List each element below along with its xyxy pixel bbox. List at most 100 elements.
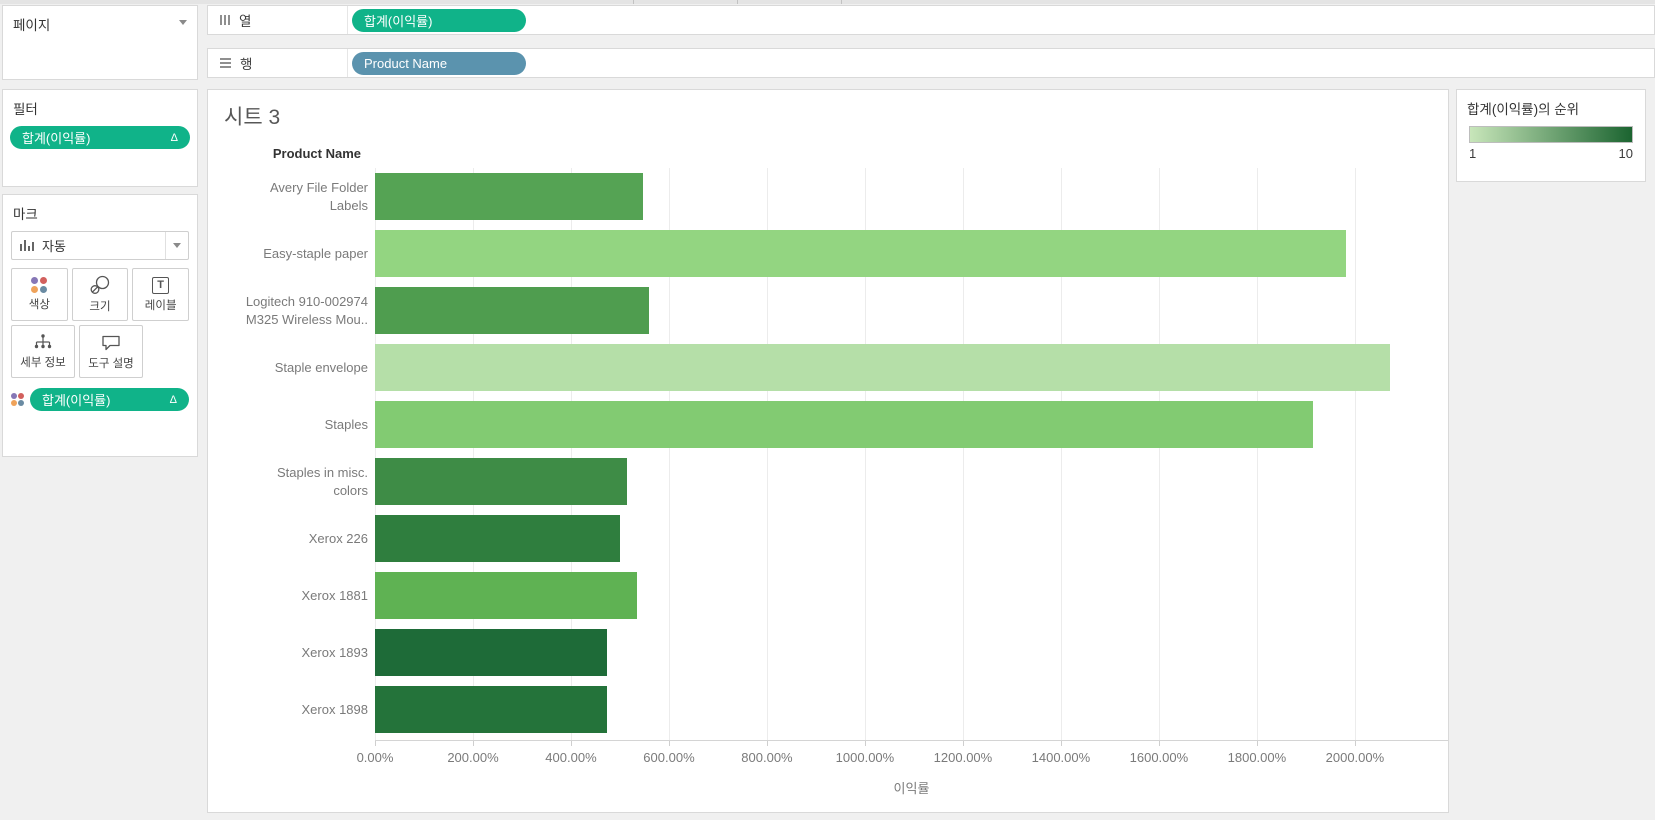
size-icon — [90, 275, 110, 294]
axis-tick — [864, 741, 866, 746]
legend-gradient-bar[interactable] — [1469, 126, 1633, 143]
pill-label: 합계(이익률) — [22, 131, 91, 146]
axis-tick-label: 1200.00% — [933, 750, 993, 765]
size-button[interactable]: 크기 — [71, 268, 129, 321]
gridline — [1060, 168, 1062, 740]
category-label[interactable]: Xerox 226 — [308, 530, 368, 546]
category-label[interactable]: Staple envelope — [274, 359, 368, 375]
filters-card: 필터 합계(이익률) Δ — [2, 89, 198, 187]
tooltip-button-label: 도구 설명 — [88, 357, 134, 370]
bar[interactable] — [375, 458, 627, 505]
category-label[interactable]: Xerox 1881 — [301, 587, 369, 603]
detail-button-label: 세부 정보 — [20, 357, 66, 369]
category-label[interactable]: Staples — [324, 416, 368, 432]
gridline — [1158, 168, 1160, 740]
bar-row — [375, 225, 1448, 282]
pill-product-name[interactable]: Product Name — [352, 51, 526, 75]
category-label[interactable]: Xerox 1893 — [301, 644, 369, 660]
color-dots-icon — [11, 393, 24, 406]
chevron-down-icon[interactable] — [179, 19, 187, 25]
gridline — [864, 168, 866, 740]
category-label[interactable]: Xerox 1898 — [301, 701, 369, 717]
pill-sum-profit-ratio-marks[interactable]: 합계(이익률) Δ — [30, 388, 189, 411]
bar-row — [375, 567, 1448, 624]
pill-label: 합계(이익률) — [42, 393, 111, 408]
plot-pane — [375, 168, 1448, 741]
category-label[interactable]: Easy-staple paper — [263, 245, 368, 261]
axis-tick — [570, 741, 572, 746]
columns-icon — [220, 15, 230, 25]
row-field-header[interactable]: Product Name — [272, 146, 361, 161]
sheet-title: 시트 3 — [224, 106, 281, 129]
bar-row — [375, 396, 1448, 453]
axis-tick — [962, 741, 964, 746]
label-button-label: 레이블 — [144, 299, 177, 312]
rows-shelf-label: 행 — [208, 49, 348, 77]
bar[interactable] — [375, 344, 1391, 391]
axis-tick-label: 600.00% — [643, 750, 695, 765]
sheet-card: 시트 3 Product Name Avery File Folder Label… — [207, 89, 1449, 813]
category-label[interactable]: Avery File Folder Labels — [269, 179, 368, 213]
pill-sum-profit-ratio-filter[interactable]: 합계(이익률) Δ — [10, 126, 190, 149]
label-button[interactable]: T 레이블 — [132, 268, 190, 321]
bar[interactable] — [375, 230, 1347, 277]
size-button-label: 크기 — [89, 301, 111, 313]
bar[interactable] — [375, 173, 644, 220]
bar-row — [375, 624, 1448, 681]
color-button-label: 색상 — [28, 299, 50, 311]
rows-shelf-text: 행 — [240, 57, 253, 72]
legend-min-label: 1 — [1469, 146, 1477, 161]
bar[interactable] — [375, 629, 608, 676]
bar[interactable] — [375, 515, 620, 562]
bar[interactable] — [375, 686, 608, 733]
x-axis-title: 이익률 — [893, 781, 930, 796]
gridline — [668, 168, 670, 740]
pages-card-title: 페이지 — [13, 18, 51, 33]
axis-tick — [1354, 741, 1356, 746]
bar-row — [375, 510, 1448, 567]
bar[interactable] — [375, 572, 638, 619]
pages-card: 페이지 — [2, 5, 198, 80]
axis-tick-label: 1400.00% — [1031, 750, 1091, 765]
category-label[interactable]: Logitech 910-002974 M325 Wireless Mou.. — [245, 293, 368, 327]
gridline — [1354, 168, 1356, 740]
pill-sum-profit-ratio-columns[interactable]: 합계(이익률) — [352, 8, 526, 32]
marks-card: 마크 자동 색상 크기 T 레이블 — [2, 194, 198, 457]
color-legend-card: 합계(이익률)의 순위 1 10 — [1456, 89, 1646, 182]
chevron-down-icon[interactable] — [173, 243, 181, 248]
bar[interactable] — [375, 401, 1313, 448]
legend-title: 합계(이익률)의 순위 — [1467, 102, 1580, 117]
pill-label: 합계(이익률) — [364, 13, 433, 29]
text-label-icon: T — [152, 276, 170, 294]
bar-chart-icon — [20, 240, 34, 251]
detail-tree-icon — [34, 334, 52, 349]
legend-max-label: 10 — [1618, 146, 1633, 161]
color-dots-icon — [31, 277, 48, 293]
rows-icon — [220, 58, 231, 68]
bar[interactable] — [375, 287, 650, 334]
axis-tick — [1158, 741, 1160, 746]
axis-tick-label: 1800.00% — [1227, 750, 1287, 765]
axis-tick — [766, 741, 768, 746]
mark-type-value: 자동 — [42, 239, 66, 254]
gridline — [375, 168, 376, 740]
axis-tick-label: 800.00% — [741, 750, 793, 765]
delta-badge-icon: Δ — [170, 131, 178, 144]
color-button[interactable]: 색상 — [11, 268, 68, 321]
gridline — [962, 168, 964, 740]
tooltip-button[interactable]: 도구 설명 — [79, 325, 143, 378]
axis-tick-label: 200.00% — [447, 750, 499, 765]
gridline — [766, 168, 768, 740]
mark-type-dropdown[interactable]: 자동 — [11, 231, 189, 260]
x-axis: 0.00% 200.00% 400.00% 600.00% 800.00% 1000.00… — [357, 741, 1448, 775]
axis-tick-label: 400.00% — [545, 750, 597, 765]
category-label[interactable]: Staples in misc. colors — [276, 464, 368, 498]
delta-badge-icon: Δ — [169, 393, 177, 406]
marks-card-title: 마크 — [13, 207, 38, 222]
axis-tick-label: 1000.00% — [835, 750, 895, 765]
detail-button[interactable]: 세부 정보 — [11, 325, 75, 378]
axis-tick — [472, 741, 474, 746]
toolbar-edge — [0, 0, 1655, 4]
axis-tick — [1060, 741, 1062, 746]
rows-shelf: 행 Product Name — [207, 48, 1655, 78]
